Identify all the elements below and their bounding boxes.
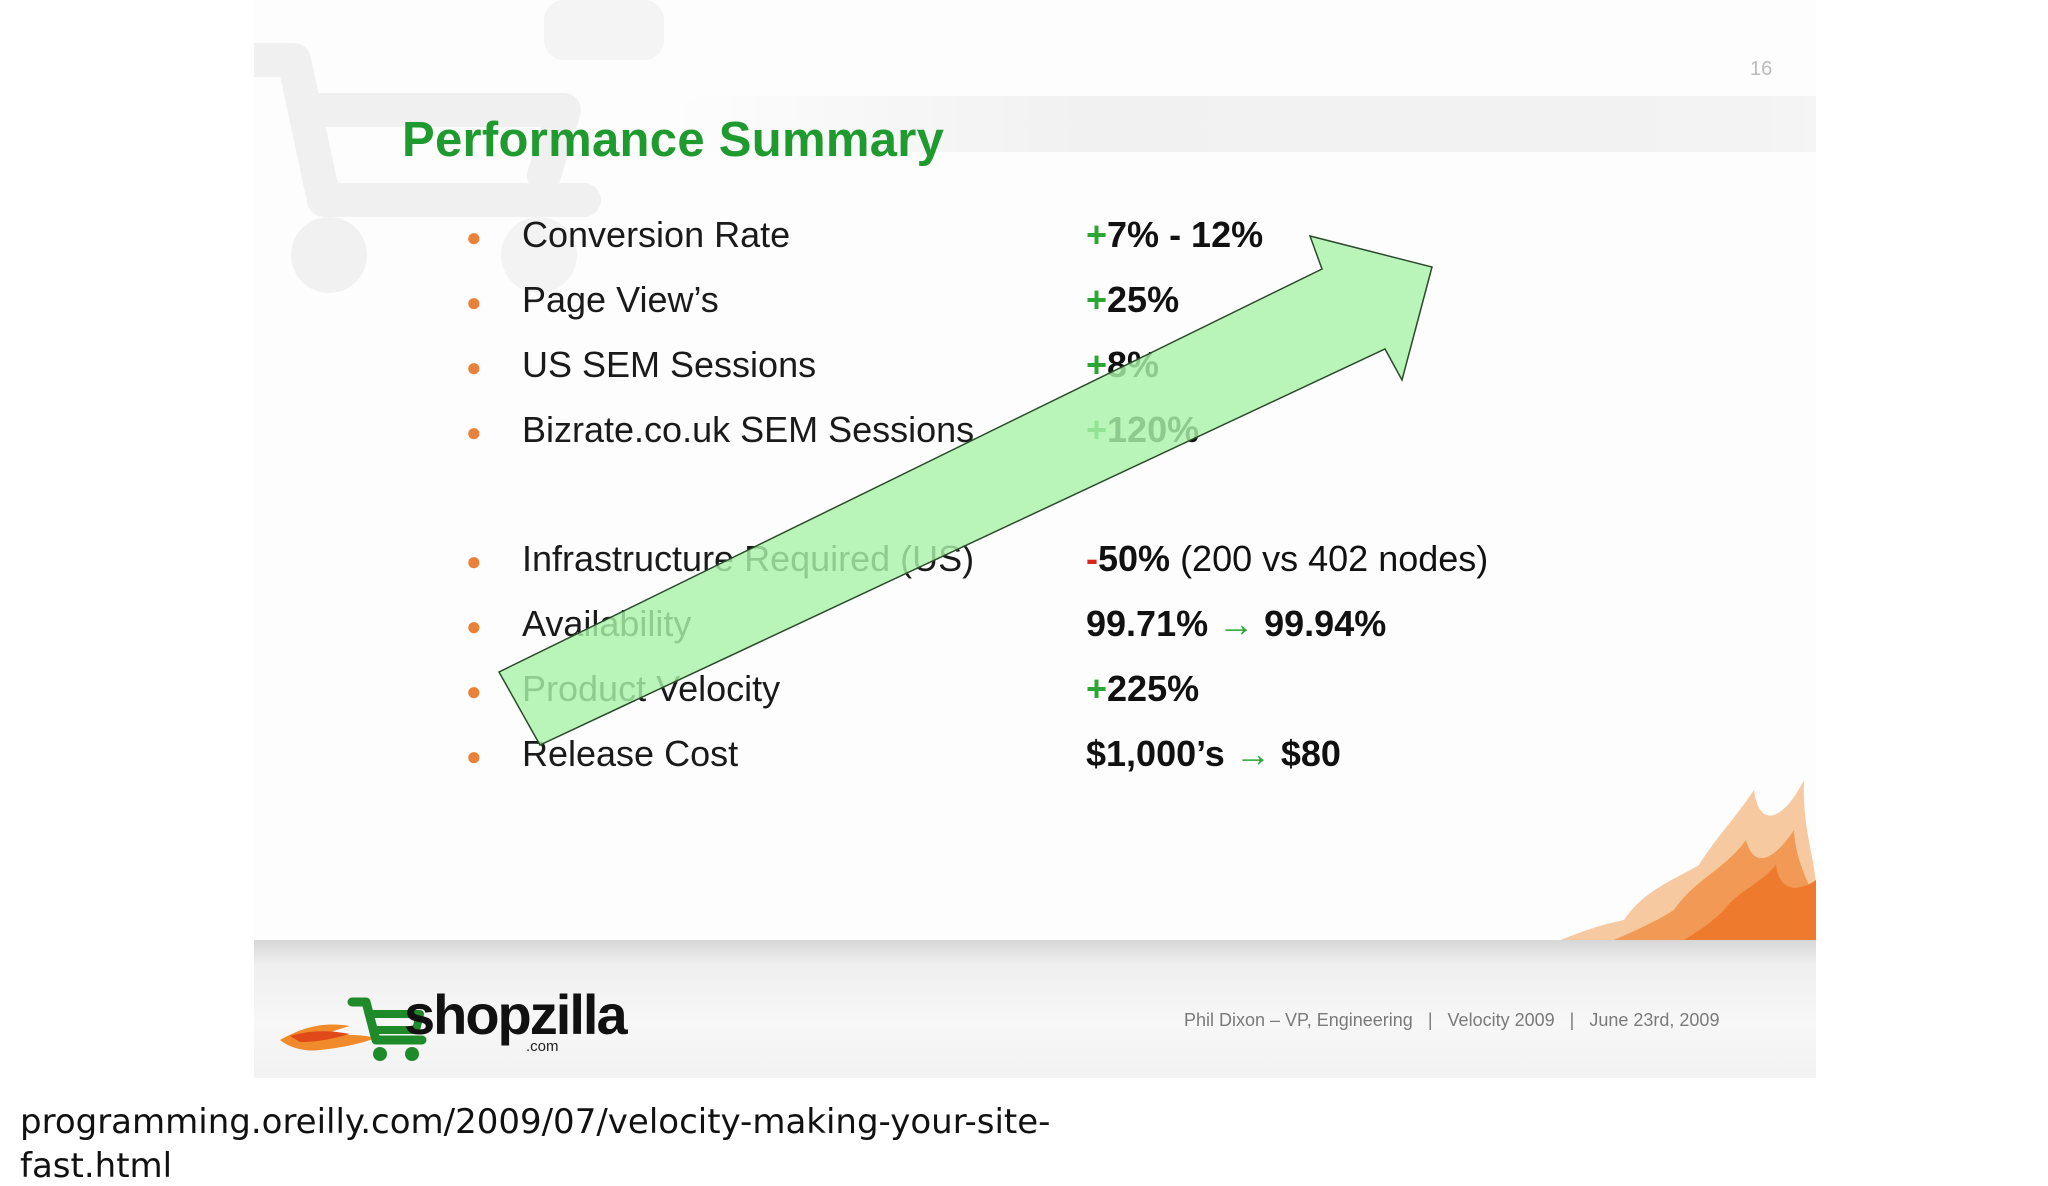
bullet-icon: ● [466, 417, 482, 447]
slide: 16 Performance Summary ● Conversion Rate… [254, 0, 1816, 1078]
bullet-icon: ● [466, 287, 482, 317]
list-item: ● Infrastructure Required (US) -50% (200… [254, 538, 1816, 598]
bullet-icon: ● [466, 611, 482, 641]
list-item: ● Page View’s +25% [254, 279, 1816, 339]
bullet-icon: ● [466, 676, 482, 706]
item-label: US SEM Sessions [522, 344, 817, 385]
item-value: $1,000’s → $80 [1086, 733, 1341, 774]
item-label: Bizrate.co.uk SEM Sessions [522, 409, 975, 450]
bullet-icon: ● [466, 546, 482, 576]
list-item: ● Conversion Rate +7% - 12% [254, 214, 1816, 274]
shopzilla-logo [280, 997, 427, 1061]
item-value: +25% [1086, 279, 1180, 320]
arrow-right-icon: → [1234, 733, 1271, 774]
list-item: ● Bizrate.co.uk SEM Sessions +120% [254, 409, 1816, 469]
item-label: Availability [522, 603, 692, 644]
list-item: ● US SEM Sessions +8% [254, 344, 1816, 404]
item-label: Page View’s [522, 279, 719, 320]
page-number: 16 [1750, 58, 1773, 80]
item-value: +8% [1086, 344, 1160, 385]
bullet-icon: ● [466, 222, 482, 252]
arrow-right-icon: → [1218, 603, 1255, 644]
footer-bar: shopzilla .com Phil Dixon – VP, Engineer… [254, 940, 1816, 1078]
item-label: Conversion Rate [522, 214, 791, 255]
item-value: +225% [1086, 668, 1200, 709]
header-band [674, 96, 1816, 152]
item-label: Release Cost [522, 733, 739, 774]
list-item: ● Product Velocity +225% [254, 668, 1816, 728]
brand-suffix: .com [526, 1038, 559, 1055]
item-label: Infrastructure Required (US) [522, 538, 975, 579]
item-value: 99.71% → 99.94% [1086, 603, 1387, 644]
item-value: -50% (200 vs 402 nodes) [1086, 538, 1489, 579]
slide-title: Performance Summary [402, 113, 945, 167]
brand-name: shopzilla [404, 983, 628, 1046]
item-label: Product Velocity [522, 668, 781, 709]
list-item: ● Availability 99.71% → 99.94% [254, 603, 1816, 663]
item-value: +7% - 12% [1086, 214, 1264, 255]
source-caption: programming.oreilly.com/2009/07/velocity… [20, 1102, 1051, 1142]
footer-credits: Phil Dixon – VP, Engineering | Velocity … [1184, 1010, 1720, 1030]
bullet-icon: ● [466, 741, 482, 771]
item-value: +120% [1086, 409, 1200, 450]
source-caption-continued: fast.html [20, 1146, 173, 1186]
bullet-icon: ● [466, 352, 482, 382]
